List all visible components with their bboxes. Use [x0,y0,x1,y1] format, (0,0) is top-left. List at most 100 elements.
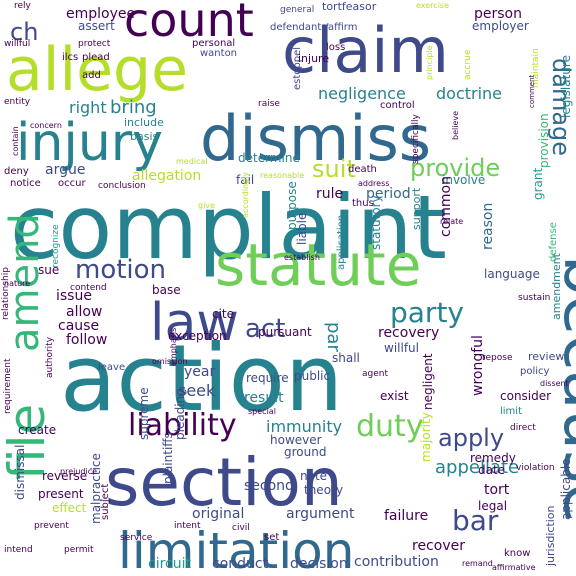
word-complaint: complaint [10,176,447,279]
word-subject: subject [100,484,111,520]
word-remand: remand [462,559,493,568]
word-direct: direct [510,423,536,433]
word-ch: ch [10,18,38,46]
word-affirm: affirm [328,22,357,33]
word-determine: determine [238,151,300,165]
word-grant: grant [531,167,545,200]
word-review: review [528,350,564,363]
word-however: however [270,433,322,447]
word-notice: notice [10,178,41,189]
word-argue: argue [45,162,85,178]
word-circuit: circuit [148,556,191,572]
word-relate: relate [440,217,463,226]
word-motion: motion [75,255,166,285]
word-file: file [0,404,56,480]
word-date: date [478,463,505,477]
word-argument: argument [286,506,355,522]
word-limit: limit [500,406,522,417]
word-doctrine: doctrine [436,84,502,103]
word-applicable: applicable [559,458,573,520]
word-seek: seek [178,381,216,400]
word-duty: duty [356,409,424,444]
word-result: result [244,390,284,406]
word-establish: establish [284,253,320,262]
word-involve: involve [442,173,485,187]
word-section: section [105,444,343,521]
word-decision: decision [290,556,348,572]
word-right: right [69,98,107,117]
word-recovery: recovery [378,325,439,341]
word-sustain: sustain [518,293,550,303]
word-rely: rely [14,1,32,11]
word-limitation: limitation [118,522,354,576]
word-rule: rule [316,186,343,202]
word-jurisdiction: jurisdiction [544,505,557,567]
word-prevent: prevent [34,521,69,531]
word-cause: cause [58,318,99,334]
word-repose: repose [482,353,513,363]
word-requirement: requirement [3,358,13,414]
word-plead: plead [82,52,110,63]
word-tort: tort [484,482,510,498]
word-employee: employee [66,6,135,22]
word-occur: occur [58,178,86,189]
word-claim: claim [282,14,449,87]
word-damage: damage [547,58,575,156]
word-leave: leave [98,362,125,373]
word-allegation: allegation [132,168,201,184]
word-principle: principle [425,45,434,80]
word-base: base [152,283,181,297]
word-set: set [264,532,279,543]
word-liability: liability [128,408,237,443]
word-death: death [348,164,377,175]
word-effect: effect [52,501,87,515]
word-address: address [358,179,389,188]
word-protect: protect [78,39,111,49]
word-support: support [410,187,423,230]
word-deny: deny [4,166,29,177]
word-remedy: remedy [470,451,516,465]
word-provide: provide [410,154,500,182]
word-wrongful: wrongful [470,335,486,396]
word-injure: injure [298,52,329,65]
word-relationship: relationship [1,267,11,320]
word-reasonable: reasonable [260,171,304,180]
word-negligent: negligent [421,353,435,410]
word-suit: suit [312,155,356,183]
word-person: person [474,6,522,22]
word-ground: ground [284,445,326,459]
word-shall: shall [332,351,360,365]
word-pleading: pleading [173,388,187,440]
word-basis: basis [130,130,159,143]
word-exercise: exercise [416,1,449,10]
word-act: act [245,314,285,344]
word-conduct: conduct [212,556,269,572]
word-tortfeasor: tortfeasor [322,0,377,13]
word-language: language [484,267,540,281]
word-bring: bring [110,97,157,118]
word-medical: medical [176,157,208,166]
word-require: require [246,371,289,385]
word-intent: intent [174,521,201,531]
word-violation: violation [516,463,555,473]
word-defendants: defendants' [270,22,329,33]
word-theory: theory [304,483,343,497]
word-action: action [60,325,343,432]
word-wanton: wanton [200,48,237,59]
word-allege: allege [6,35,188,105]
word-pursuant: pursuant [258,325,312,339]
word-add: add [82,70,101,81]
word-statute: statute [215,231,421,299]
word-recognize: recognize [51,224,61,268]
word-nature: nature [4,279,30,288]
word-willful: willful [4,39,30,49]
word-note: note [300,469,327,483]
word-service: service [120,533,153,543]
word-year: year [184,364,215,380]
word-reverse: reverse [42,469,87,483]
word-dismissal: dismissal [13,445,27,500]
word-estoppel: estoppel [292,47,303,90]
word-exception: exception [168,329,227,343]
